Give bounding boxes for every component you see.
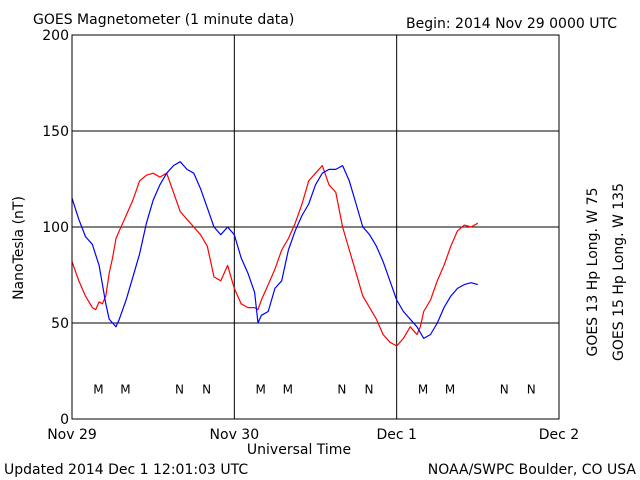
goes15-marker-m: M [283,382,293,396]
y-tick-label: 0 [60,412,69,428]
legend-goes15: GOES 15 Hp Long. W 135 [611,183,627,361]
y-tick-labels: 0 50 100 150 200 [42,28,69,428]
goes13-marker-n: N [175,382,184,396]
goes13-marker-m: M [93,382,103,396]
y-tick-label: 200 [42,28,69,44]
y-tick-label: 100 [42,220,69,236]
y-axis-label: NanoTesla (nT) [11,196,27,300]
goes13-marker-n: N [500,382,509,396]
legend-goes13: GOES 13 Hp Long. W 75 [585,187,601,356]
goes15-marker-n: N [364,382,373,396]
goes15-marker-n: N [527,382,536,396]
x-tick-label: Dec 2 [539,427,579,443]
series-lines [71,161,479,347]
y-tick-label: 150 [42,124,69,140]
goes13-marker-n: N [337,382,346,396]
series-goes13-line [71,165,479,347]
series-goes15-line [71,161,478,339]
chart-title: GOES Magnetometer (1 minute data) [33,12,294,28]
goes13-marker-m: M [418,382,428,396]
updated-timestamp: Updated 2014 Dec 1 12:01:03 UTC [4,462,248,478]
y-tick-label: 50 [51,316,69,332]
goes15-marker-m: M [120,382,130,396]
begin-time: Begin: 2014 Nov 29 0000 UTC [406,16,617,32]
grid [72,35,559,419]
source-credit: NOAA/SWPC Boulder, CO USA [428,462,637,478]
x-tick-label: Dec 1 [376,427,416,443]
mn-markers: M N M N M NM N M N M N [93,382,536,396]
x-tick-labels: Nov 29 Nov 30 Dec 1 Dec 2 [47,427,579,443]
x-tick-label: Nov 30 [210,427,260,443]
goes15-marker-n: N [202,382,211,396]
x-tick-label: Nov 29 [47,427,97,443]
goes13-marker-m: M [256,382,266,396]
plot-frame [71,34,560,420]
x-axis-label: Universal Time [247,442,351,458]
goes15-marker-m: M [445,382,455,396]
